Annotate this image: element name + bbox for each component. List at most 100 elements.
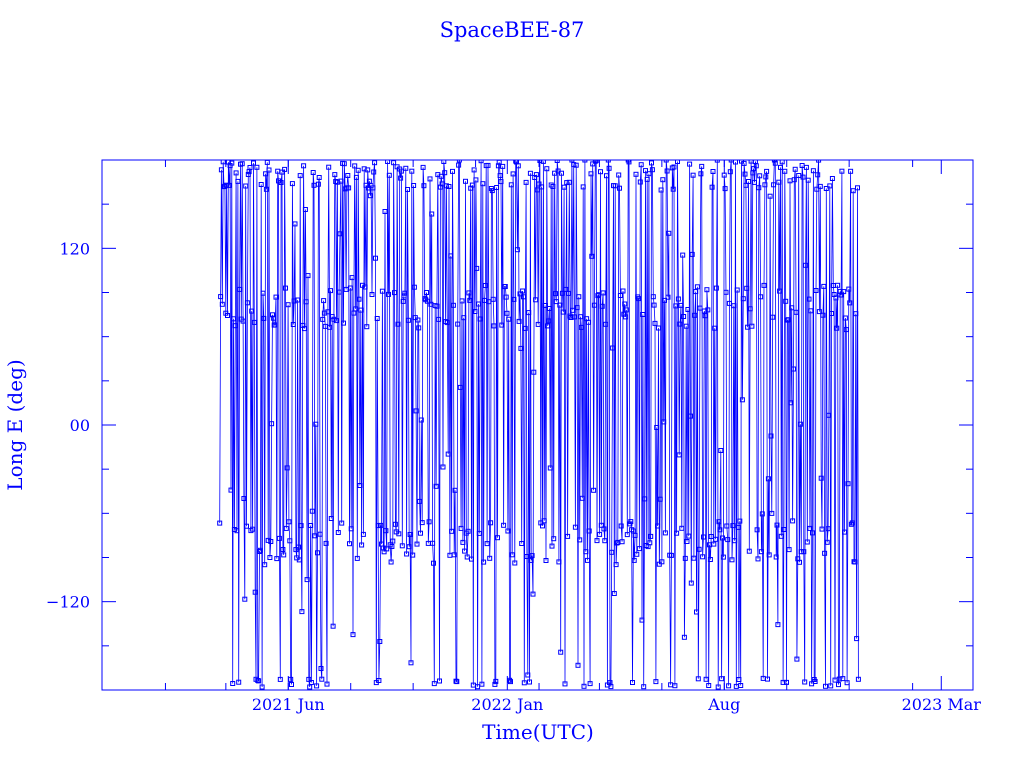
data-point <box>498 179 504 185</box>
data-point <box>848 521 854 527</box>
data-point <box>508 182 514 188</box>
data-point <box>461 315 467 321</box>
data-point <box>730 523 736 529</box>
data-point <box>233 170 239 176</box>
data-point <box>404 551 410 557</box>
data-point <box>588 171 594 177</box>
data-point <box>529 553 535 559</box>
data-point <box>611 591 617 596</box>
data-point <box>502 284 508 289</box>
data-point <box>398 175 404 181</box>
data-point <box>415 317 421 323</box>
data-point <box>395 321 401 327</box>
data-point <box>424 290 429 295</box>
data-point <box>662 297 667 303</box>
data-point <box>546 318 552 324</box>
data-point <box>334 318 339 324</box>
data-point <box>566 290 571 296</box>
data-point <box>390 538 396 544</box>
data-point <box>666 230 672 236</box>
data-point <box>823 683 828 689</box>
data-point <box>717 527 723 533</box>
data-point <box>328 516 334 521</box>
data-point <box>623 307 629 313</box>
data-point <box>372 160 378 166</box>
data-point <box>558 649 564 655</box>
data-point <box>842 315 848 321</box>
data-point <box>825 526 831 532</box>
data-point <box>710 169 716 174</box>
data-point <box>295 297 301 303</box>
data-point <box>806 296 812 302</box>
data-point <box>716 519 722 525</box>
data-point <box>791 366 796 372</box>
data-point <box>218 167 224 173</box>
data-point <box>231 527 237 532</box>
data-point <box>306 676 312 682</box>
data-point <box>755 556 761 562</box>
data-point <box>231 316 236 322</box>
data-point <box>592 160 598 164</box>
data-point <box>417 498 423 504</box>
data-point <box>539 184 545 190</box>
data-point <box>681 634 687 640</box>
data-point <box>713 285 719 291</box>
data-point <box>357 483 363 488</box>
data-point <box>753 163 759 169</box>
data-point <box>352 163 358 169</box>
data-point <box>514 247 520 253</box>
data-point <box>758 549 764 555</box>
x-tick-label: Aug <box>707 695 740 714</box>
data-point <box>654 425 660 430</box>
data-point <box>677 321 683 327</box>
data-point <box>723 289 729 295</box>
data-point <box>522 325 528 331</box>
data-point <box>695 676 701 682</box>
data-point <box>803 164 809 170</box>
y-axis-label: Long E (deg) <box>3 359 27 490</box>
data-point <box>373 255 378 261</box>
data-point <box>741 160 747 166</box>
data-point <box>609 549 615 555</box>
data-point <box>457 384 463 390</box>
data-point <box>578 314 584 320</box>
data-point <box>542 303 548 308</box>
data-point <box>756 185 762 191</box>
data-point <box>389 544 395 549</box>
data-point <box>613 562 619 568</box>
data-point <box>463 178 468 184</box>
data-point <box>692 312 698 318</box>
data-point <box>488 520 494 526</box>
data-point <box>281 552 287 558</box>
data-point <box>241 496 247 501</box>
data-point <box>802 679 808 685</box>
data-point <box>794 656 800 662</box>
data-point <box>218 294 224 300</box>
data-point <box>572 524 578 530</box>
data-point <box>219 301 225 307</box>
data-point <box>422 296 428 302</box>
data-point <box>287 538 293 544</box>
data-point <box>377 639 383 644</box>
data-point <box>600 290 606 296</box>
data-point <box>657 496 663 502</box>
data-point <box>262 562 268 568</box>
data-point <box>285 302 291 308</box>
data-point <box>224 182 230 188</box>
data-point <box>696 546 702 552</box>
data-point <box>836 682 841 688</box>
data-point <box>364 324 370 330</box>
data-point <box>491 323 497 329</box>
data-point <box>626 160 632 165</box>
data-point <box>467 297 473 303</box>
data-point <box>705 307 711 313</box>
data-point <box>315 181 321 187</box>
data-point <box>273 294 279 300</box>
data-point <box>526 310 532 316</box>
data-point <box>758 294 764 300</box>
data-point <box>585 557 590 563</box>
data-point <box>314 683 320 689</box>
data-point <box>622 301 628 307</box>
data-point <box>620 288 626 294</box>
data-point <box>325 309 331 315</box>
